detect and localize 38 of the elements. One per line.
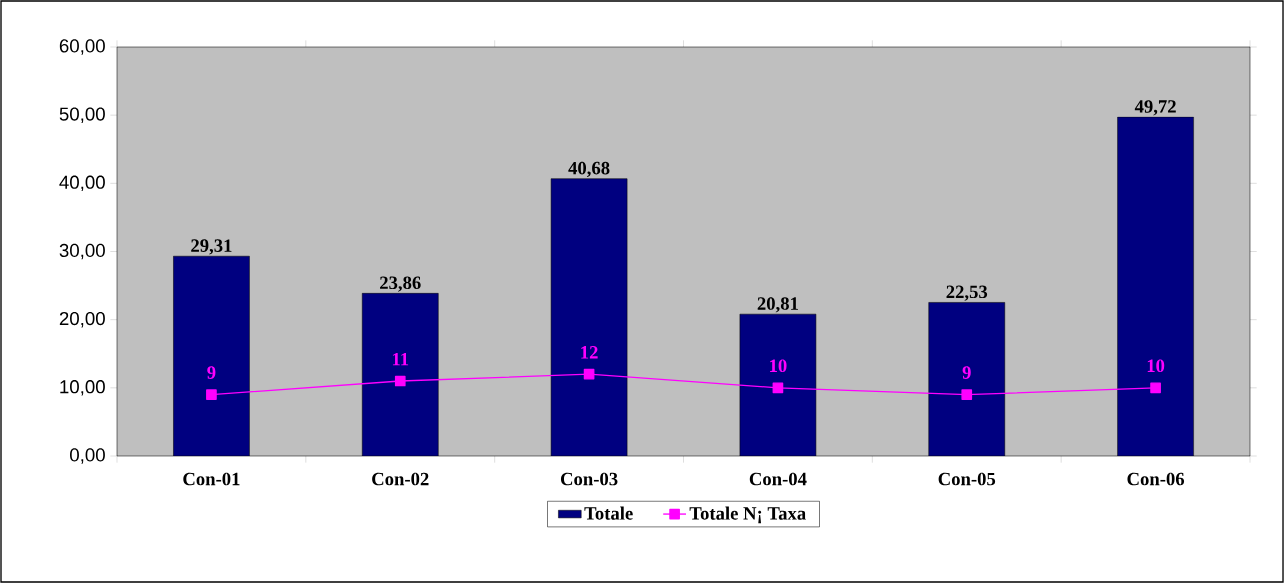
- data-label: 49,72: [1134, 100, 1176, 116]
- y-tick-label: 60,00: [59, 39, 105, 55]
- data-label: 29,31: [191, 239, 232, 255]
- data-label: 9: [962, 366, 971, 379]
- legend-label: Totale: [584, 506, 633, 520]
- data-label: 12: [581, 346, 598, 359]
- bar: [1117, 116, 1194, 456]
- x-tick-label: Con-04: [749, 472, 807, 486]
- bar: [550, 178, 628, 456]
- data-label: 23,86: [380, 276, 421, 292]
- bar: [928, 302, 1006, 456]
- point: [394, 375, 406, 387]
- y-tick-label: 50,00: [59, 107, 105, 123]
- data-label: 40,68: [568, 161, 610, 178]
- bar: [173, 255, 250, 456]
- y-tick-label: 40,00: [59, 175, 105, 192]
- data-label: 20,81: [757, 297, 798, 313]
- point: [583, 368, 595, 380]
- data-label: 9: [207, 366, 216, 379]
- x-tick-label: Con-06: [1127, 472, 1185, 486]
- data-label: 11: [392, 352, 409, 366]
- x-tick-label: Con-02: [372, 472, 429, 486]
- data-label: 10: [770, 359, 787, 373]
- point: [1150, 382, 1161, 394]
- x-tick-label: Con-01: [183, 472, 240, 486]
- point: [961, 389, 973, 400]
- y-tick-label: 20,00: [59, 311, 105, 328]
- legend-label: Totale N¡ Taxa: [689, 506, 806, 524]
- y-tick-label: 30,00: [59, 243, 105, 260]
- bar: [361, 293, 439, 456]
- data-label: 22,53: [946, 285, 988, 301]
- data-label: 10: [1147, 359, 1165, 373]
- y-tick-label: 10,00: [60, 380, 105, 396]
- x-tick-label: Con-03: [560, 472, 618, 486]
- x-tick-label: Con-05: [938, 472, 996, 486]
- y-tick-label: 0,00: [70, 448, 105, 464]
- point: [206, 389, 217, 400]
- bar: [739, 313, 817, 456]
